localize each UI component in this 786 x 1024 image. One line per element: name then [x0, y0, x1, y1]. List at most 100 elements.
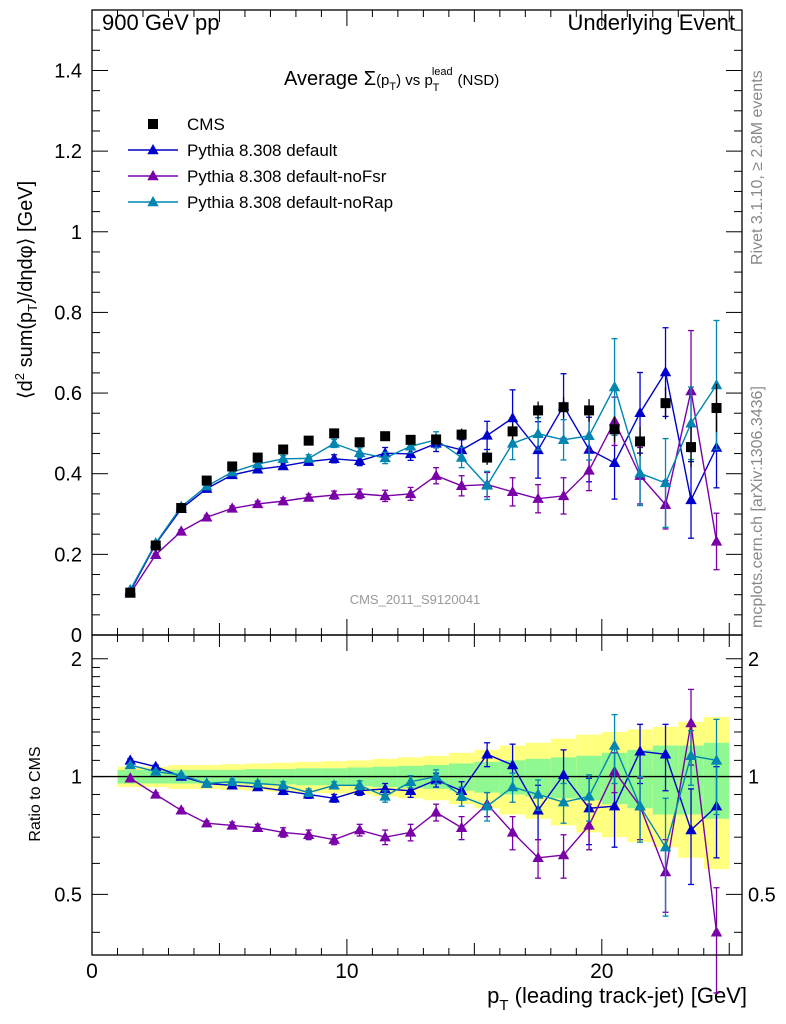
title-pt: (p [376, 72, 389, 89]
data-point-square [150, 540, 161, 551]
legend-marker-triangle [147, 170, 159, 181]
data-point-triangle [506, 412, 519, 423]
header-right-label: Underlying Event [567, 10, 735, 35]
ylabel-sub: T [25, 304, 40, 312]
title-pt-close: ) [396, 72, 401, 89]
ratio-point-triangle [710, 754, 723, 765]
data-point-triangle [404, 487, 417, 499]
data-point-square [686, 442, 697, 453]
ratio-point-triangle [277, 779, 289, 790]
data-point-square [176, 502, 187, 513]
ratio-point-triangle [404, 826, 417, 837]
data-point-triangle [302, 491, 315, 502]
data-point-square [405, 434, 416, 445]
data-point-triangle [226, 502, 238, 513]
main-y-tick-label: 0.4 [54, 464, 82, 486]
series-line [129, 384, 718, 591]
ratio-point-triangle [328, 779, 340, 790]
main-y-tick-label: 1.2 [54, 141, 82, 163]
data-point-triangle [251, 458, 264, 469]
ratio-point-triangle [302, 828, 315, 839]
title-sigma: Σ [364, 68, 376, 90]
xlabel-rest: (leading track-jet) [GeV] [509, 983, 747, 1008]
ylabel-sum: sum(p [15, 312, 37, 373]
data-point-triangle [608, 456, 621, 468]
ratio-point-triangle [583, 790, 595, 801]
data-point-square [507, 426, 518, 437]
data-point-triangle [379, 451, 391, 463]
ratio-point-triangle [379, 831, 391, 842]
ratio-point-triangle [608, 739, 621, 750]
analysis-watermark: CMS_2011_S9120041 [350, 592, 481, 607]
legend-label: Pythia 8.308 default [187, 141, 338, 160]
data-point-square [354, 437, 365, 448]
data-point-triangle [685, 493, 697, 505]
ratio-point-triangle [659, 748, 672, 759]
legend-label: CMS [187, 115, 225, 134]
data-point-square [533, 405, 544, 416]
ratio-panel-data [124, 688, 723, 994]
mcplots-source-label: mcplots.cern.ch [arXiv:1306.3436] [749, 386, 766, 628]
main-panel-data [124, 319, 723, 598]
ratio-point-triangle [404, 775, 417, 786]
x-tick-label: 20 [590, 960, 613, 983]
data-point-square [227, 461, 238, 472]
data-point-triangle [506, 437, 519, 448]
data-point-triangle [277, 460, 289, 471]
title-pt-sub: T [389, 81, 396, 93]
ratio-point-triangle [685, 749, 697, 760]
x-axis-label: pT (leading track-jet) [GeV] [487, 983, 747, 1014]
ratio-point-triangle [634, 745, 646, 756]
ratio-y-tick-label-right: 2 [748, 649, 759, 671]
data-point-triangle [328, 437, 340, 448]
ratio-point-triangle [608, 800, 621, 811]
ratio-point-triangle [430, 770, 442, 781]
data-point-square [558, 402, 569, 413]
ratio-y-tick-label-right: 1 [748, 767, 759, 789]
data-point-triangle [557, 489, 570, 501]
main-y-tick-label: 0.2 [54, 544, 82, 566]
data-point-triangle [201, 511, 213, 522]
ratio-point-triangle [124, 772, 136, 783]
ratio-point-triangle [201, 777, 213, 788]
ratio-point-triangle [557, 768, 570, 780]
ratio-point-triangle [506, 759, 519, 770]
ratio-point-triangle [634, 800, 646, 811]
data-point-triangle [302, 452, 315, 463]
data-point-triangle [481, 479, 493, 490]
ratio-point-triangle [277, 826, 289, 837]
data-point-square [252, 452, 263, 463]
ratio-point-triangle [175, 804, 187, 815]
ratio-point-triangle [506, 781, 519, 792]
main-y-tick-label: 1 [71, 222, 82, 244]
ratio-point-triangle [226, 819, 238, 830]
ylabel-rest: )/dηdφ⟩ [GeV] [15, 181, 37, 304]
ratio-series-line [129, 722, 718, 933]
data-point-square [456, 429, 467, 440]
title-lead-sub: T [433, 82, 440, 94]
data-point-square [635, 436, 646, 447]
data-point-triangle [659, 476, 672, 488]
data-point-triangle [328, 452, 340, 463]
data-point-triangle [634, 467, 646, 478]
ratio-point-triangle [506, 826, 519, 837]
data-point-triangle [277, 495, 289, 506]
ratio-y-tick-label: 1 [71, 767, 82, 789]
ratio-point-triangle [430, 806, 442, 817]
data-point-triangle [430, 469, 442, 480]
data-point-triangle [251, 497, 264, 509]
data-point-square [584, 405, 595, 416]
ratio-point-triangle [201, 817, 213, 828]
title-vs: vs p [401, 72, 433, 89]
ratio-point-triangle [277, 784, 289, 795]
main-y-tick-label: 1.4 [54, 60, 82, 82]
ratio-point-triangle [251, 821, 264, 832]
main-y-tick-label: 0.8 [54, 302, 82, 324]
data-point-square [125, 587, 136, 598]
ratio-point-triangle [532, 788, 544, 799]
ratio-frame [91, 634, 743, 956]
data-point-triangle [353, 454, 366, 466]
x-tick-label: 0 [86, 960, 98, 983]
series-line [129, 390, 718, 594]
